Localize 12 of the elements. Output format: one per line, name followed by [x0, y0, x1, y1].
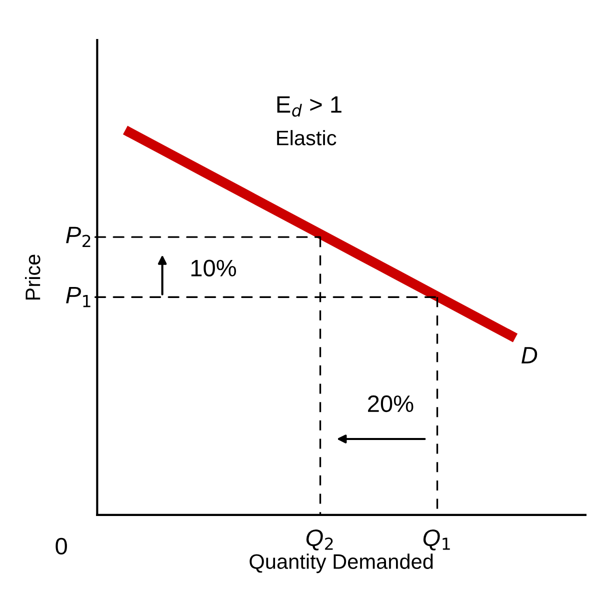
x-tick-label: Q$_{1}$ [423, 529, 450, 550]
x-tick-label: Q$_{2}$ [306, 529, 333, 550]
text: 0 [56, 538, 67, 555]
y-axis-title: Price [24, 254, 40, 300]
annotation: D [522, 347, 538, 364]
annotation: P$_{1}$ [66, 286, 90, 308]
x-axis-title: Quantity Demanded [250, 554, 433, 574]
annotation: P$_{2}$ [66, 226, 90, 248]
annotation: 10% [191, 260, 236, 276]
text: E$_{d}$ > 1 [277, 96, 342, 117]
annotation: Elastic [277, 130, 336, 146]
annotation: 20% [368, 395, 414, 412]
